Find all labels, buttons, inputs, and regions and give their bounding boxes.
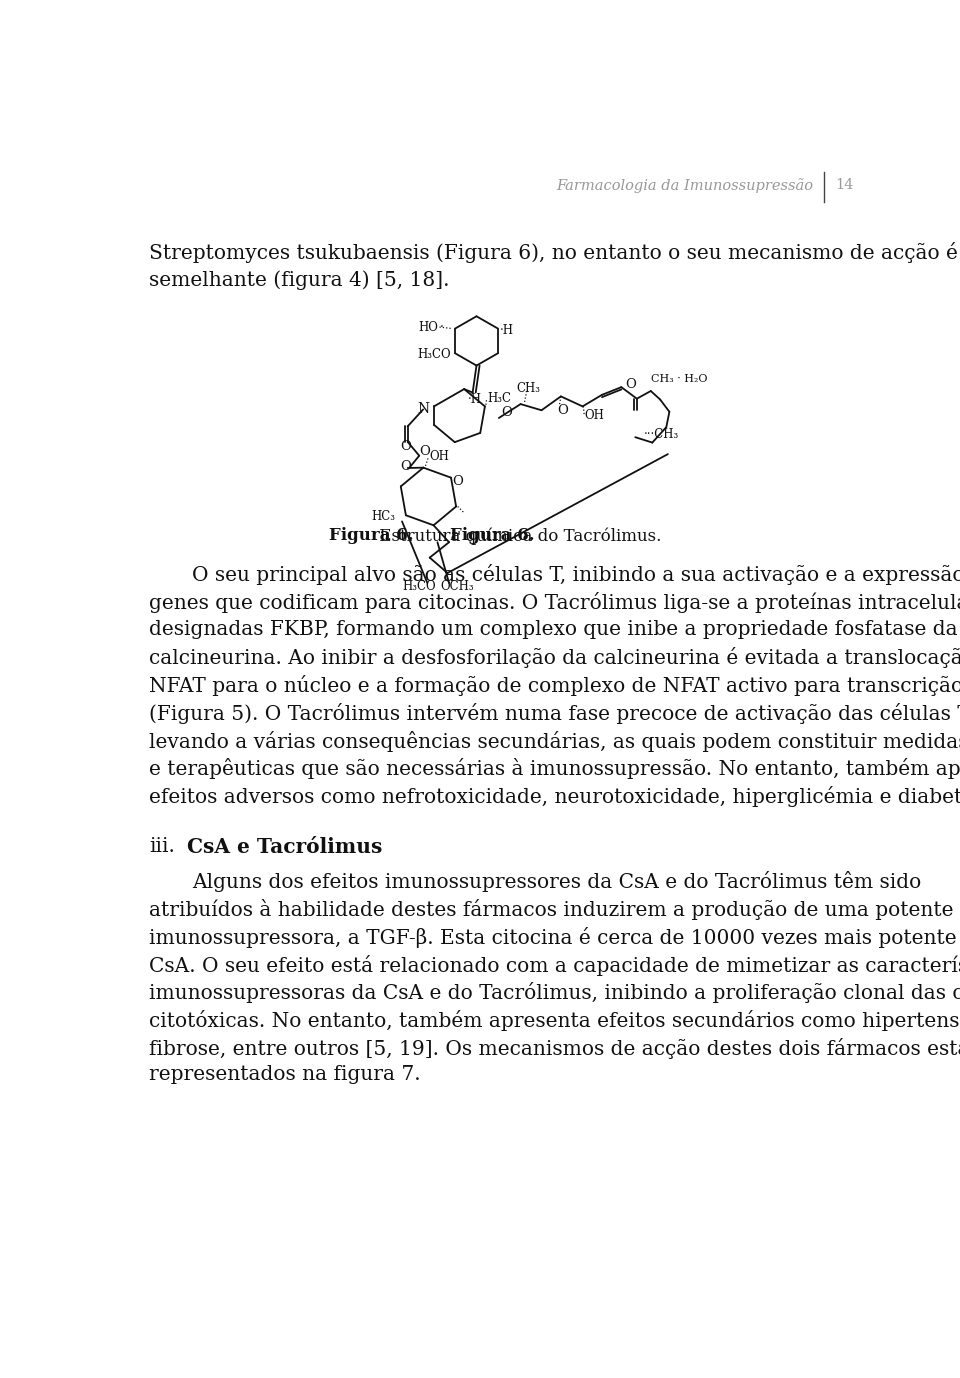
Text: citotóxicas. No entanto, também apresenta efeitos secundários como hipertensão e: citotóxicas. No entanto, também apresent… [150, 1010, 960, 1031]
Text: O: O [452, 475, 464, 488]
Text: O: O [625, 378, 636, 390]
Text: H₃CO: H₃CO [403, 580, 437, 594]
Text: atribuídos à habilidade destes fármacos induzirem a produção de uma potente cito: atribuídos à habilidade destes fármacos … [150, 900, 960, 921]
Text: O: O [400, 460, 412, 473]
Text: representados na figura 7.: representados na figura 7. [150, 1065, 421, 1084]
Text: Streptomyces tsukubaensis (Figura 6), no entanto o seu mecanismo de acção é bast: Streptomyces tsukubaensis (Figura 6), no… [150, 243, 960, 263]
Text: O seu principal alvo são as células T, inibindo a sua activação e a expressão de: O seu principal alvo são as células T, i… [192, 564, 960, 586]
Text: CH₃: CH₃ [516, 382, 540, 395]
Text: calcineurina. Ao inibir a desfosforilação da calcineurina é evitada a translocaç: calcineurina. Ao inibir a desfosforilaçã… [150, 648, 960, 668]
Text: Estrutura química do Tacrólimus.: Estrutura química do Tacrólimus. [374, 528, 661, 544]
Text: e terapêuticas que são necessárias à imunossupressão. No entanto, também apresen: e terapêuticas que são necessárias à imu… [150, 758, 960, 780]
Text: semelhante (figura 4) [5, 18].: semelhante (figura 4) [5, 18]. [150, 270, 450, 289]
Text: ·H: ·H [500, 324, 515, 336]
Text: OH: OH [584, 409, 604, 422]
Text: NFAT para o núcleo e a formação de complexo de NFAT activo para transcrição: NFAT para o núcleo e a formação de compl… [150, 675, 960, 696]
Text: Farmacologia da Imunossupressão: Farmacologia da Imunossupressão [557, 178, 814, 193]
Text: ·H: ·H [468, 393, 482, 407]
Text: efeitos adversos como nefrotoxicidade, neurotoxicidade, hiperglicémia e diabetes: efeitos adversos como nefrotoxicidade, n… [150, 785, 960, 808]
Text: fibrose, entre outros [5, 19]. Os mecanismos de acção destes dois fármacos estão: fibrose, entre outros [5, 19]. Os mecani… [150, 1038, 960, 1058]
Text: H₃C: H₃C [488, 393, 512, 405]
Text: O: O [400, 440, 412, 453]
Text: CsA e Tacrólimus: CsA e Tacrólimus [186, 836, 382, 857]
Text: (Figura 5). O Tacrólimus intervém numa fase precoce de activação das células T,: (Figura 5). O Tacrólimus intervém numa f… [150, 703, 960, 723]
Text: ·: · [440, 321, 444, 333]
Text: ···CH₃: ···CH₃ [644, 429, 680, 441]
Text: 14: 14 [835, 178, 853, 193]
Text: imunossupressora, a TGF-β. Esta citocina é cerca de 10000 vezes mais potente do : imunossupressora, a TGF-β. Esta citocina… [150, 927, 960, 948]
Text: O: O [501, 407, 512, 419]
Text: iii.: iii. [150, 836, 176, 856]
Text: Alguns dos efeitos imunossupressores da CsA e do Tacrólimus têm sido: Alguns dos efeitos imunossupressores da … [192, 871, 922, 893]
Text: Figura 6.: Figura 6. [329, 528, 414, 544]
Text: CH₃ · H₂O: CH₃ · H₂O [651, 375, 708, 384]
Text: O: O [420, 445, 430, 459]
Text: OH: OH [429, 451, 449, 463]
Text: O: O [557, 404, 568, 416]
Text: genes que codificam para citocinas. O Tacrólimus liga-se a proteínas intracelula: genes que codificam para citocinas. O Ta… [150, 593, 960, 613]
Text: HO: HO [419, 321, 438, 333]
Text: Figura 6.: Figura 6. [449, 528, 535, 544]
Text: H₃CO: H₃CO [418, 349, 451, 361]
Text: N: N [417, 402, 429, 416]
Text: designadas FKBP, formando um complexo que inibe a propriedade fosfatase da: designadas FKBP, formando um complexo qu… [150, 620, 958, 638]
Text: HC₃: HC₃ [371, 510, 395, 524]
Text: levando a várias consequências secundárias, as quais podem constituir medidas ef: levando a várias consequências secundári… [150, 730, 960, 751]
Text: imunossupressoras da CsA e do Tacrólimus, inibindo a proliferação clonal das cél: imunossupressoras da CsA e do Tacrólimus… [150, 983, 960, 1003]
Text: OCH₃: OCH₃ [440, 580, 473, 594]
Text: CsA. O seu efeito está relacionado com a capacidade de mimetizar as característi: CsA. O seu efeito está relacionado com a… [150, 955, 960, 976]
